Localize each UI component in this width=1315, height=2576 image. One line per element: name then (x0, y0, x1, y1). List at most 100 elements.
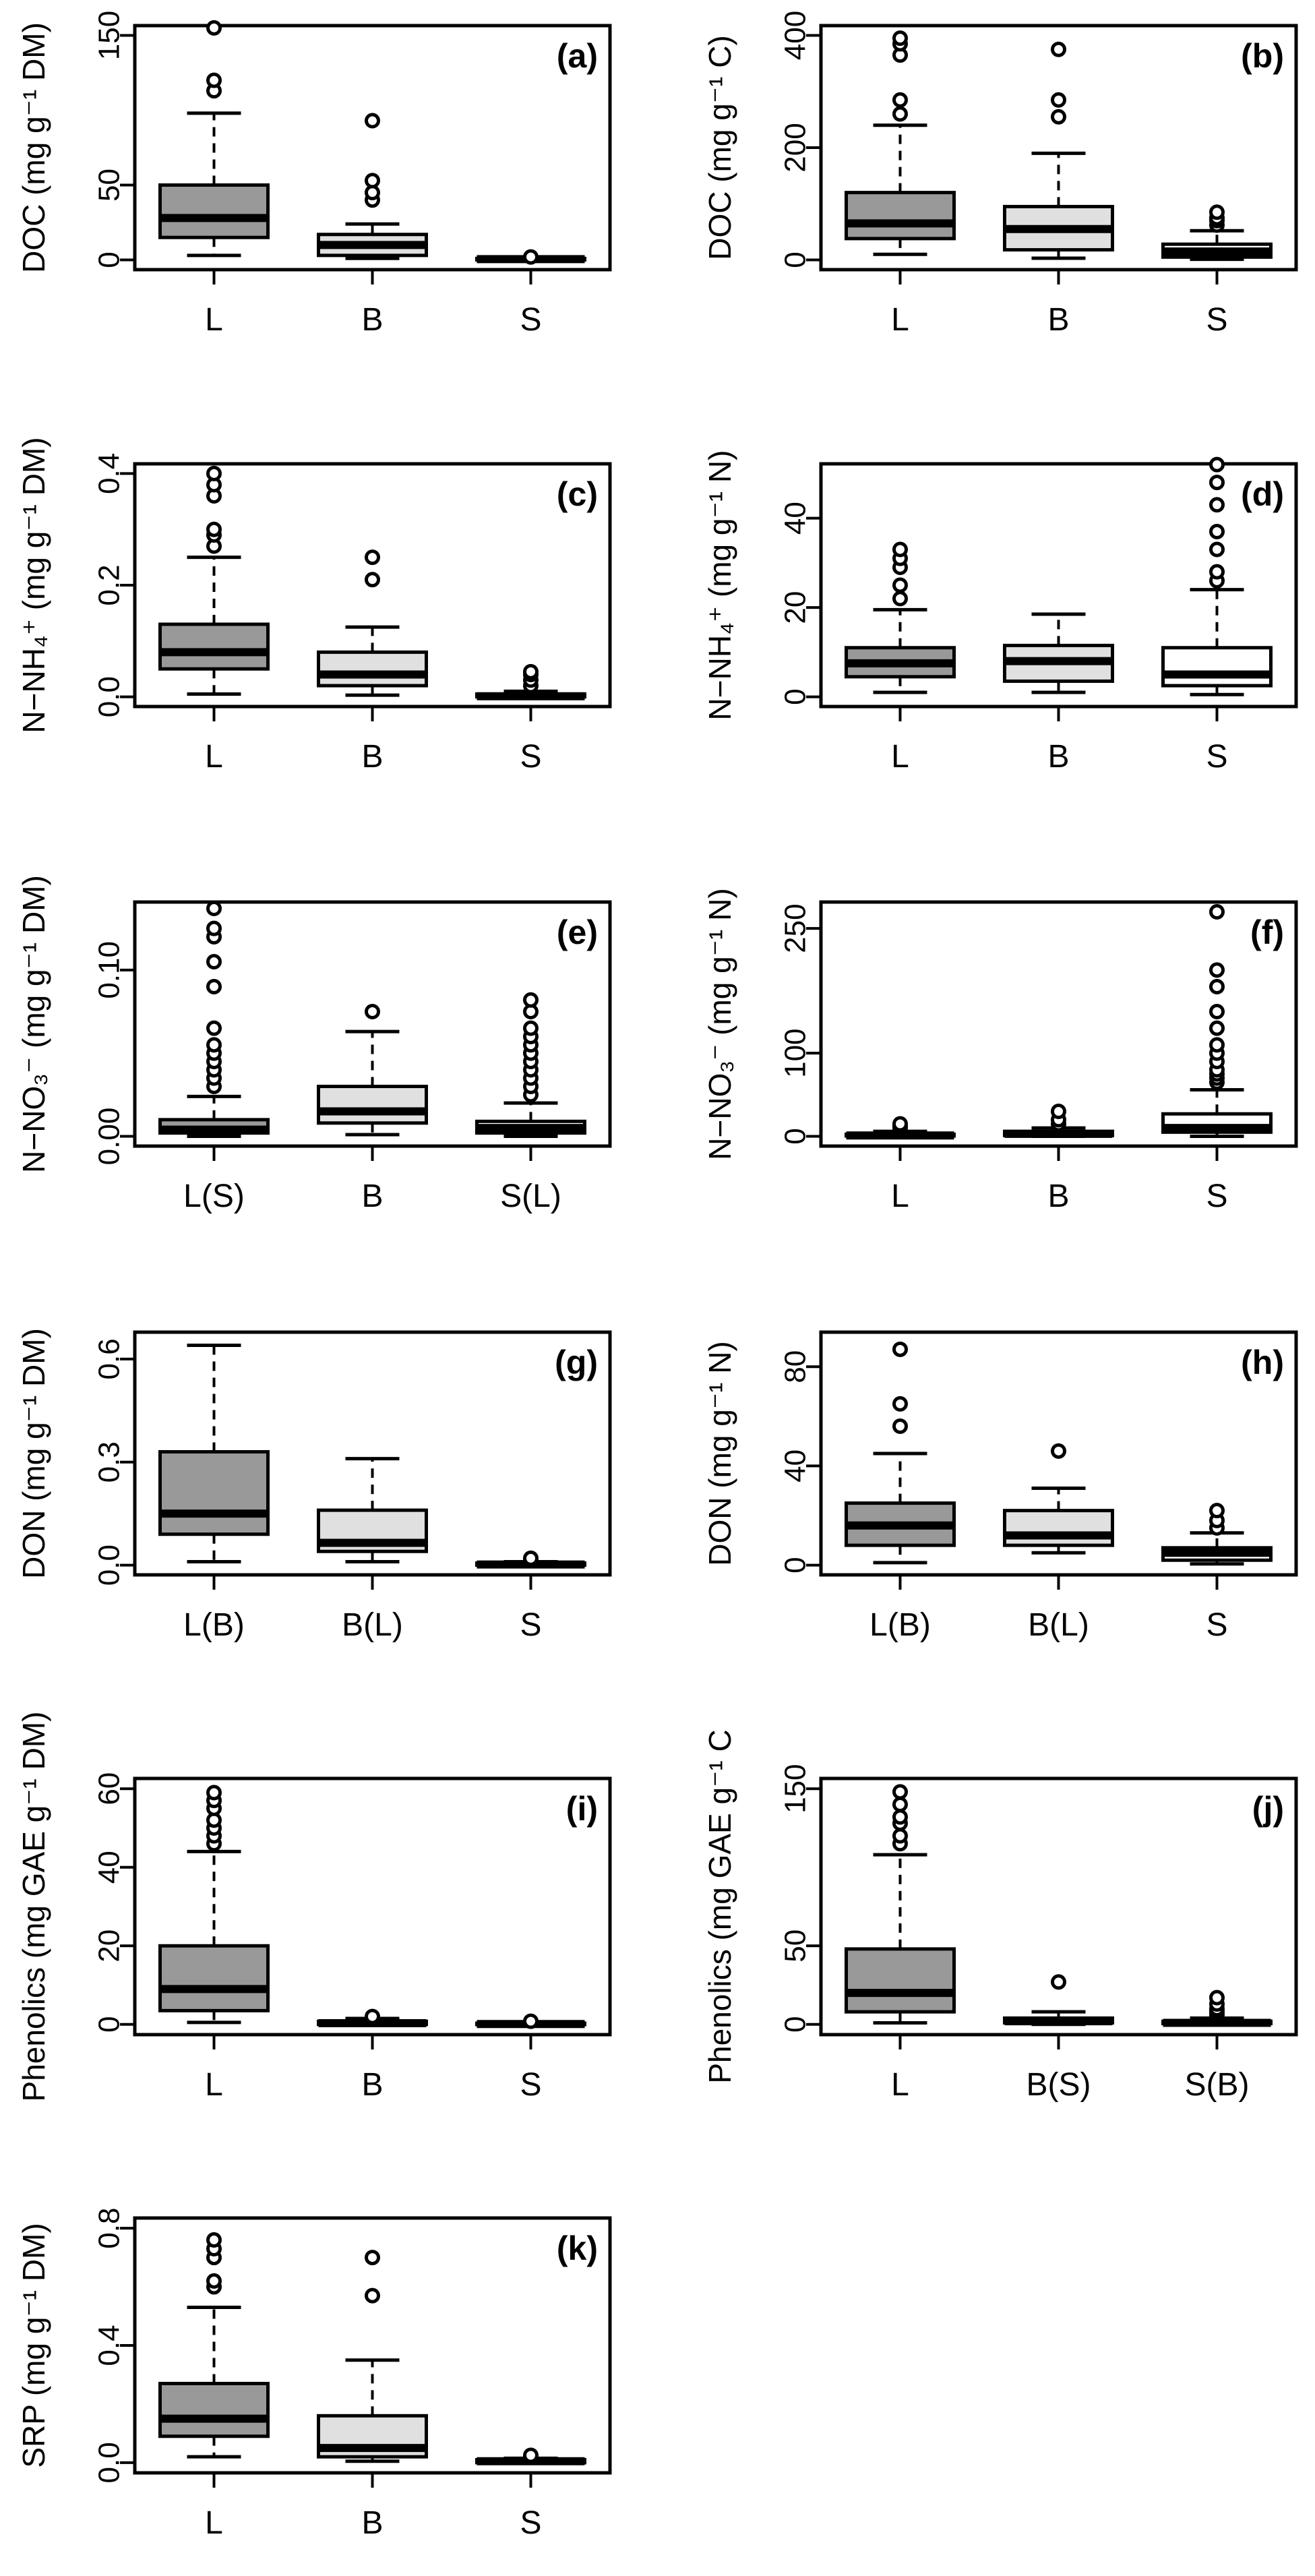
y-tick-label: 0.2 (93, 564, 126, 605)
box-L: L (845, 1784, 956, 2103)
box-L: L (158, 1785, 270, 2103)
box-S(L): S(L) (475, 992, 586, 1214)
y-tick-label: 20 (779, 591, 812, 624)
box-S: S (475, 2447, 586, 2541)
outlier-point (1209, 1503, 1225, 1519)
box-L: L (158, 20, 270, 338)
y-axis-label: Phenolics (mg GAE g⁻¹ C (702, 1729, 737, 2083)
outlier-point (1209, 1989, 1225, 2006)
y-axis-label: DOC (mg g⁻¹ DM) (16, 22, 51, 273)
iqr-box (158, 1449, 270, 1536)
panel-k: 0.0 0.4 0.8 SRP (mg g⁻¹ DM) (k) L B S (16, 2208, 612, 2541)
x-tick-label: S (520, 1607, 541, 1643)
outlier-point (892, 1116, 908, 1132)
panel-j: 0 50 150 Phenolics (mg GAE g⁻¹ C (j) L B(S) S(B… (702, 1729, 1298, 2103)
x-tick-label: S (1206, 302, 1227, 338)
x-tick-label: L(B) (183, 1607, 245, 1643)
box-B: B (317, 549, 428, 775)
x-tick-label: S (520, 2067, 541, 2103)
outlier-point (206, 465, 222, 481)
outlier-point (1209, 524, 1225, 540)
x-tick-label: L (205, 2067, 223, 2103)
y-tick-label: 0.4 (93, 453, 126, 494)
outlier-point (1051, 1104, 1066, 1120)
y-tick-label: 0 (779, 2016, 812, 2033)
x-tick-label: S (1206, 1178, 1227, 1214)
outlier-point (523, 2013, 539, 2029)
outlier-point (892, 1418, 908, 1435)
x-tick-label: S (520, 2505, 541, 2541)
y-tick-label: 150 (779, 1764, 812, 1813)
panel-tag: (c) (557, 475, 598, 513)
box-S: S (475, 249, 586, 338)
box-S: S (475, 1550, 586, 1643)
x-tick-label: B(L) (342, 1607, 403, 1643)
panel-tag: (b) (1241, 37, 1284, 75)
box-S: S (1161, 456, 1273, 775)
outlier-point (892, 1809, 908, 1825)
x-tick-label: L(S) (183, 1178, 245, 1214)
iqr-box (1003, 1509, 1114, 1547)
box-B: B (317, 2008, 428, 2103)
outlier-point (365, 2008, 380, 2025)
y-tick-label: 0 (779, 688, 812, 705)
iqr-box (1161, 646, 1273, 688)
outlier-point (523, 663, 539, 680)
x-tick-label: S (1206, 739, 1227, 775)
y-tick-label: 100 (779, 1028, 812, 1077)
iqr-box (845, 1947, 956, 2014)
iqr-box (158, 622, 270, 671)
outlier-point (365, 113, 380, 129)
panel-tag: (h) (1241, 1344, 1284, 1381)
iqr-box (158, 183, 270, 239)
outlier-point (1209, 475, 1225, 491)
panel-tag: (e) (557, 913, 598, 951)
outlier-point (206, 920, 222, 936)
outlier-point (1209, 1020, 1225, 1036)
y-tick-label: 0.4 (93, 2325, 126, 2366)
outlier-point (365, 1003, 380, 1019)
y-tick-label: 60 (93, 1772, 126, 1805)
x-tick-label: S (520, 739, 541, 775)
y-tick-label: 50 (779, 1929, 812, 1963)
outlier-point (365, 572, 380, 588)
x-tick-label: L (205, 739, 223, 775)
y-tick-label: 0.8 (93, 2208, 126, 2249)
panel-f: 0 100 250 N−NO₃⁻ (mg g⁻¹ N) (f) L B S (702, 888, 1298, 1214)
y-axis-label: SRP (mg g⁻¹ DM) (16, 2223, 51, 2467)
box-L(S): L(S) (158, 901, 270, 1214)
outlier-point (365, 2250, 380, 2266)
outlier-point (892, 30, 908, 47)
outlier-point (1209, 497, 1225, 513)
outlier-point (206, 1785, 222, 1801)
y-axis-label: N−NH₄⁺ (mg g⁻¹ DM) (16, 437, 51, 733)
panel-tag: (f) (1250, 913, 1284, 951)
y-tick-label: 20 (93, 1929, 126, 1963)
panel-i: 0 20 40 60 Phenolics (mg GAE g⁻¹ DM) (i) L B S (16, 1712, 612, 2103)
outlier-point (1209, 1003, 1225, 1019)
panel-h: 0 40 80 DON (mg g⁻¹ N) (h) L(B) B(L) S (702, 1330, 1298, 1643)
box-S(B): S(B) (1161, 1989, 1273, 2103)
outlier-point (365, 2287, 380, 2304)
outlier-point (1209, 1037, 1225, 1053)
box-B: B (317, 2250, 428, 2541)
box-B(L): B(L) (317, 1457, 428, 1643)
y-tick-label: 50 (93, 169, 126, 202)
iqr-box (158, 2382, 270, 2438)
outlier-point (365, 173, 380, 189)
outlier-point (523, 1550, 539, 1566)
box-S: S (475, 2013, 586, 2103)
outlier-point (892, 591, 908, 607)
outlier-point (206, 1020, 222, 1036)
outlier-point (206, 953, 222, 969)
panel-c: 0.0 0.2 0.4 N−NH₄⁺ (mg g⁻¹ DM) (c) L B S (16, 437, 612, 775)
x-tick-label: L (891, 739, 909, 775)
y-axis-label: DON (mg g⁻¹ N) (702, 1341, 737, 1566)
x-tick-label: S (520, 302, 541, 338)
outlier-point (1209, 903, 1225, 920)
x-tick-label: L (891, 2067, 909, 2103)
y-axis-label: N−NO₃⁻ (mg g⁻¹ DM) (16, 875, 51, 1173)
y-tick-label: 80 (779, 1350, 812, 1383)
box-L(B): L(B) (845, 1341, 956, 1643)
